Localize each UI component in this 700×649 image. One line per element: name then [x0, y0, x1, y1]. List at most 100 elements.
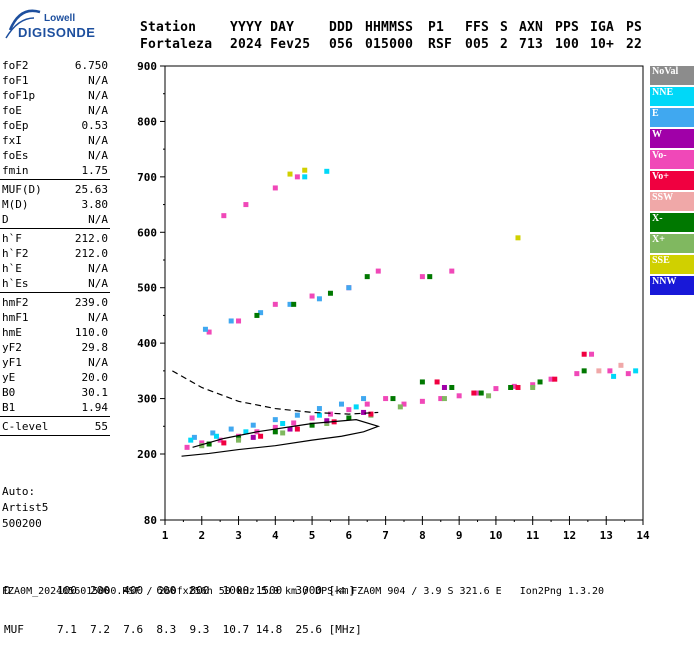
legend-item-vo: Vo+ [650, 171, 694, 190]
muf-value: 8.3 [143, 623, 177, 636]
echo-point-w [287, 426, 293, 432]
echo-point-e [316, 296, 322, 302]
param-value: 1.94 [81, 401, 109, 414]
param-row-fmin: fmin 1.75 [0, 163, 112, 178]
echo-point-x [364, 274, 370, 280]
muf-value: 7.1 [30, 623, 77, 636]
echo-point-sse [515, 235, 521, 241]
echo-point-vo [375, 268, 381, 274]
echo-point-x [397, 404, 403, 410]
param-value: 212.0 [74, 232, 108, 245]
echo-point-vo [449, 268, 455, 274]
echo-point-vo [184, 444, 190, 450]
echo-point-vo [581, 351, 587, 357]
legend-item-nne: NNE [650, 87, 694, 106]
muf-label: MUF [4, 623, 31, 636]
param-label: h`Es [2, 277, 29, 290]
param-label: hmF2 [2, 296, 29, 309]
distance-unit: [km] [321, 584, 356, 597]
x-tick-label: 13 [600, 529, 613, 542]
x-tick-label: 1 [162, 529, 169, 542]
echo-point-vo [589, 351, 595, 357]
distance-value: 800 [176, 584, 210, 597]
distance-label: D [4, 584, 31, 597]
echo-point-e [361, 396, 367, 402]
ionogram-plot: 1 2 3 4 5 6 7 8 9 10 11 12 13 14802003004005006007008… [137, 60, 650, 542]
echo-point-w [324, 418, 330, 424]
echo-point-x [537, 379, 543, 385]
echo-point-vo [272, 185, 278, 191]
param-row-mufd: MUF(D) 25.63 [0, 182, 112, 197]
param-row-fof2: foF2 6.750 [0, 58, 112, 73]
echo-point-x [199, 443, 205, 449]
autoscaling-info: Auto: Artist5 500200 [2, 484, 48, 532]
param-label: fxI [2, 134, 22, 147]
legend-item-sse: SSE [650, 255, 694, 274]
param-label: B0 [2, 386, 16, 399]
header-label-7: AXN [519, 20, 544, 35]
distance-value: 200 [76, 584, 110, 597]
echo-point-vo [574, 371, 580, 377]
param-label: hmE [2, 326, 22, 339]
param-value: N/A [88, 149, 108, 162]
param-row-hme: hmE 110.0 [0, 325, 112, 340]
param-separator [0, 179, 110, 180]
param-row-hf: h`F 212.0 [0, 231, 112, 246]
param-row-fof1: foF1 N/A [0, 73, 112, 88]
param-row-md: M(D) 3.80 [0, 197, 112, 212]
echo-point-x [390, 396, 396, 402]
param-label: h`F2 [2, 247, 29, 260]
distance-value: 3000 [282, 584, 322, 597]
y-tick-label: 600 [137, 226, 157, 239]
param-value: 20.0 [81, 371, 109, 384]
param-label: hmF1 [2, 311, 29, 324]
param-value: 6.750 [74, 59, 108, 72]
echo-point-vo [272, 424, 278, 430]
echo-point-e [287, 301, 293, 307]
electron-density-profile-dashed [172, 370, 379, 415]
echo-point-vo [236, 318, 242, 324]
param-label: foF1p [2, 89, 36, 102]
param-value: 0.53 [81, 119, 109, 132]
header-label-1: YYYY DAY [230, 20, 295, 35]
param-row-hmf2: hmF2 239.0 [0, 295, 112, 310]
x-tick-label: 10 [489, 529, 502, 542]
auto-label: Auto: [2, 485, 36, 498]
param-row-hf2: h`F2 212.0 [0, 246, 112, 261]
echo-point-x [346, 415, 352, 421]
echo-point-vo [327, 411, 333, 417]
echo-point-vo [294, 426, 300, 432]
param-value: N/A [88, 213, 108, 226]
header-value-5: 005 [465, 37, 490, 52]
echo-point-vo [199, 440, 205, 446]
x-tick-label: 8 [419, 529, 426, 542]
header-value-0: Fortaleza [140, 37, 213, 52]
param-label: h`E [2, 262, 22, 275]
x-tick-label: 11 [526, 529, 540, 542]
distance-value: 1500 [249, 584, 283, 597]
header-value-9: 10+ [590, 37, 615, 52]
echo-point-vo [607, 368, 613, 374]
muf-value: 7.6 [109, 623, 144, 636]
echo-point-x [441, 396, 447, 402]
echo-point-e [228, 426, 234, 432]
echo-point-e [316, 406, 322, 412]
muf-value: 9.3 [176, 623, 210, 636]
x-tick-label: 2 [198, 529, 205, 542]
echo-point-e [228, 318, 234, 324]
logo-swoosh-icon [5, 9, 41, 39]
legend-item-nnw: NNW [650, 276, 694, 295]
echo-point-x [427, 274, 433, 280]
y-tick-label: 200 [137, 448, 157, 461]
header-value-7: 713 [519, 37, 544, 52]
digisonde-logo: Lowell DIGISONDE [4, 4, 95, 40]
logo-text-lowell: Lowell [44, 13, 76, 24]
echo-point-vo [530, 382, 536, 388]
echo-point-vo [456, 393, 462, 399]
echo-point-vo [221, 440, 227, 446]
param-label: h`F [2, 232, 22, 245]
header-label-8: PPS [555, 20, 580, 35]
param-row-he: h`E N/A [0, 261, 112, 276]
echo-point-w [250, 434, 256, 440]
param-row-ye: yE 20.0 [0, 370, 112, 385]
